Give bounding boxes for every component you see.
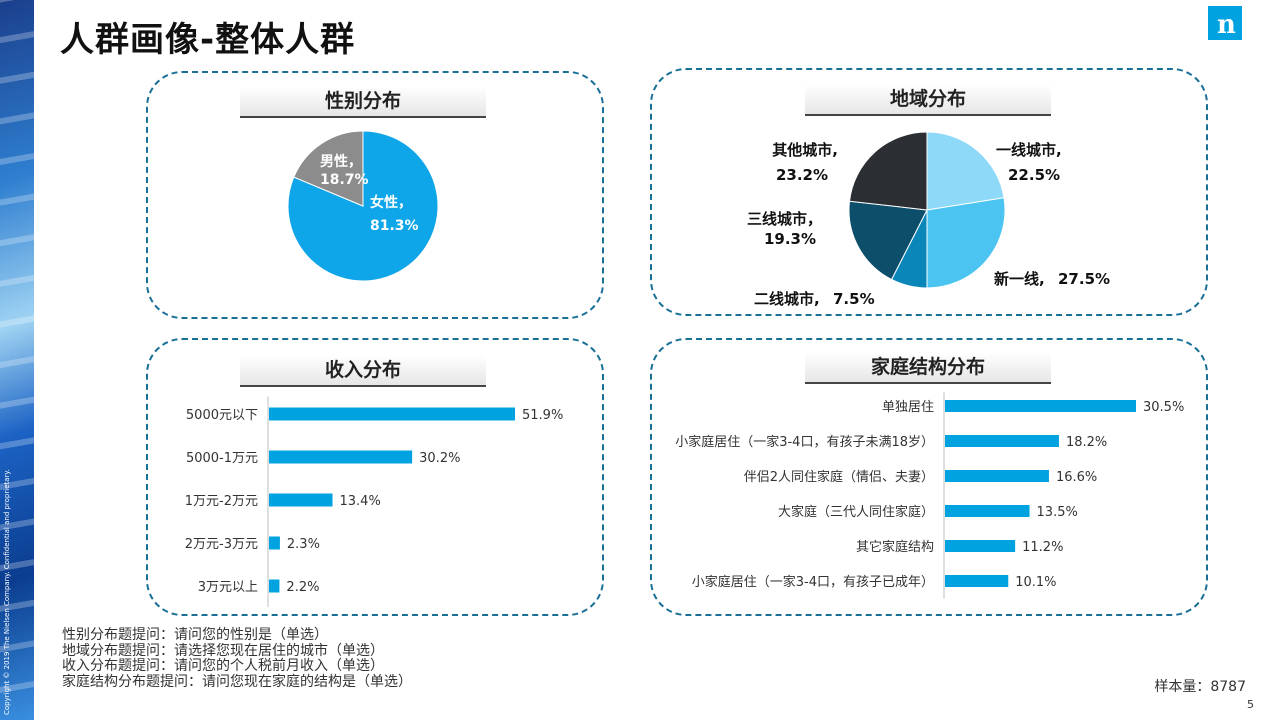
question-notes: 性别分布题提问：请问您的性别是（单选） 地域分布题提问：请选择您现在居住的城市（…: [62, 627, 412, 690]
side-decoration-strip: Copyright © 2019 The Nielsen Company. Co…: [0, 0, 34, 720]
family-bar-chart: 单独居住 30.5% 小家庭居住（一家3-4口，有孩子未满18岁） 18.2% 伴侣2人…: [675, 392, 1184, 599]
slice-label: 男性，: [320, 153, 362, 170]
bar-value-label: 30.5%: [1143, 400, 1184, 415]
bar-value-label: 2.2%: [286, 580, 319, 595]
category-label: 伴侣2人同住家庭（情侣、夫妻）: [744, 469, 934, 485]
bar: [945, 435, 1059, 447]
category-label: 小家庭居住（一家3-4口，有孩子已成年）: [692, 574, 934, 590]
bar-value-label: 51.9%: [522, 408, 563, 423]
pie-slice: [848, 131, 928, 211]
category-label: 5000元以下: [186, 408, 258, 423]
slice-label: 三线城市，: [747, 210, 822, 228]
pie-slice: [926, 131, 1005, 211]
pie-slice: [293, 130, 364, 207]
slice-value-label: 7.5%: [833, 290, 875, 308]
bar: [269, 407, 515, 421]
slice-value-label: 19.3%: [764, 230, 816, 248]
bar-value-label: 11.2%: [1022, 540, 1063, 555]
region-pie-chart: 一线城市, 22.5% 新一线, 27.5% 二线城市, 7.5% 三线城市， 19.3% 其他…: [747, 131, 1110, 308]
family-panel: [650, 338, 1208, 616]
category-label: 其它家庭结构: [856, 539, 934, 555]
category-label: 5000-1万元: [186, 451, 258, 466]
slice-label: 新一线,: [994, 270, 1045, 288]
gender-pie-chart: 女性， 81.3% 男性， 18.7%: [287, 130, 439, 282]
bar-value-label: 13.4%: [340, 494, 381, 509]
sample-size: 样本量：8787: [1154, 679, 1246, 695]
bar: [945, 470, 1049, 482]
category-label: 小家庭居住（一家3-4口，有孩子未满18岁）: [675, 434, 934, 450]
slice-value-label: 23.2%: [776, 166, 828, 184]
pie-slice: [848, 200, 928, 281]
bar-value-label: 18.2%: [1066, 435, 1107, 450]
note-gender: 性别分布题提问：请问您的性别是（单选）: [62, 627, 328, 643]
bar: [269, 579, 280, 593]
bar-value-label: 16.6%: [1056, 470, 1097, 485]
category-label: 单独居住: [882, 400, 934, 415]
category-label: 大家庭（三代人同住家庭）: [778, 504, 934, 520]
slice-label: 其他城市,: [772, 141, 838, 159]
gender-panel: [146, 71, 604, 319]
category-label: 1万元-2万元: [185, 494, 258, 509]
slice-label: 女性，: [370, 194, 412, 211]
note-family: 家庭结构分布题提问：请问您现在家庭的结构是（单选）: [62, 673, 412, 690]
bar: [945, 540, 1016, 552]
slice-value-label: 22.5%: [1008, 166, 1060, 184]
bar: [945, 505, 1030, 517]
region-chart-title: 地域分布: [805, 84, 1051, 116]
note-income: 收入分布题提问：请问您的个人税前月收入（单选）: [62, 658, 384, 674]
income-chart-title: 收入分布: [240, 355, 486, 387]
bar-value-label: 13.5%: [1037, 505, 1078, 520]
logo-letter: n: [1217, 10, 1236, 40]
family-chart-title: 家庭结构分布: [805, 352, 1051, 384]
note-region: 地域分布题提问：请选择您现在居住的城市（单选）: [62, 642, 384, 659]
slice-value-label: 27.5%: [1058, 270, 1110, 288]
bar-value-label: 30.2%: [419, 451, 460, 466]
category-label: 2万元-3万元: [185, 537, 258, 552]
bar: [945, 575, 1009, 587]
bar-value-label: 10.1%: [1015, 575, 1056, 590]
slice-value-label: 81.3%: [370, 218, 419, 234]
income-panel: [146, 338, 604, 616]
page-number: 5: [1247, 698, 1254, 711]
copyright-text: Copyright © 2019 The Nielsen Company. Co…: [3, 469, 11, 715]
bar: [269, 450, 413, 464]
bar: [945, 400, 1136, 412]
bar: [269, 493, 333, 507]
pie-slice: [926, 197, 1006, 289]
region-panel: [650, 68, 1208, 316]
gender-chart-title: 性别分布: [240, 86, 486, 118]
category-label: 3万元以上: [198, 580, 258, 595]
bar-value-label: 2.3%: [287, 537, 320, 552]
bar: [269, 536, 280, 550]
slice-value-label: 18.7%: [320, 172, 369, 188]
slice-label: 一线城市,: [996, 141, 1062, 159]
nielsen-logo-icon: n: [1208, 6, 1242, 40]
income-bar-chart: 5000元以下 51.9% 5000-1万元 30.2% 1万元-2万元 13.4% 2万元…: [185, 396, 563, 607]
slice-label: 二线城市,: [754, 290, 820, 308]
page-title: 人群画像-整体人群: [60, 20, 356, 60]
